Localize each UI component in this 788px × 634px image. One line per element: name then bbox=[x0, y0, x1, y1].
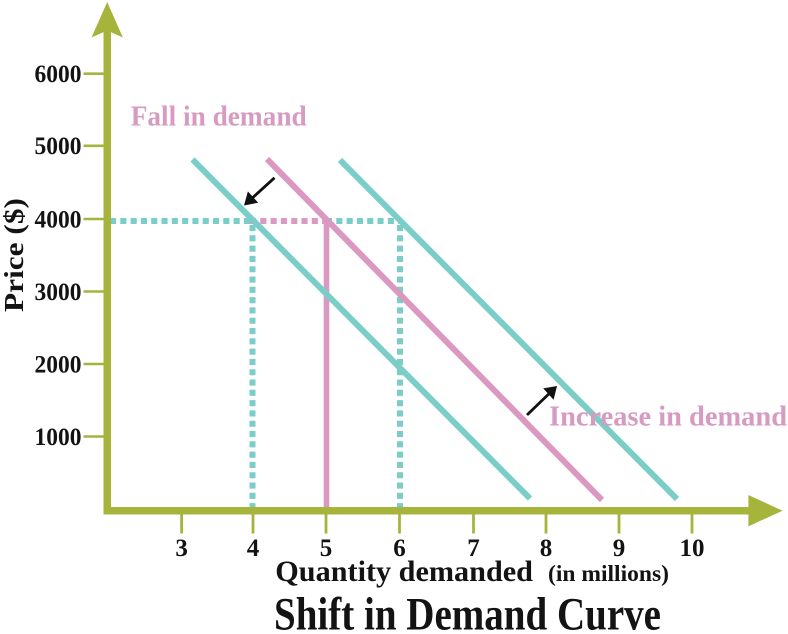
svg-text:2000: 2000 bbox=[35, 351, 82, 378]
svg-text:5000: 5000 bbox=[35, 133, 82, 160]
svg-text:6: 6 bbox=[393, 535, 406, 562]
svg-text:3000: 3000 bbox=[35, 279, 82, 306]
svg-text:Fall in demand: Fall in demand bbox=[131, 102, 307, 133]
svg-text:9: 9 bbox=[613, 535, 626, 562]
svg-text:5: 5 bbox=[320, 535, 333, 562]
svg-text:Shift in Demand Curve: Shift in Demand Curve bbox=[274, 589, 661, 634]
svg-text:(in millions): (in millions) bbox=[548, 561, 669, 586]
svg-text:6000: 6000 bbox=[35, 61, 82, 88]
svg-text:8: 8 bbox=[540, 535, 553, 562]
svg-text:7: 7 bbox=[467, 535, 480, 562]
svg-text:Quantity demanded: Quantity demanded bbox=[275, 555, 533, 588]
svg-text:1000: 1000 bbox=[35, 424, 82, 451]
svg-text:4: 4 bbox=[247, 535, 260, 562]
svg-text:4000: 4000 bbox=[35, 206, 82, 233]
svg-text:10: 10 bbox=[680, 535, 705, 562]
svg-text:3: 3 bbox=[175, 535, 188, 562]
svg-text:Increase in demand: Increase in demand bbox=[549, 402, 787, 433]
svg-text:Price ($): Price ($) bbox=[0, 198, 29, 312]
